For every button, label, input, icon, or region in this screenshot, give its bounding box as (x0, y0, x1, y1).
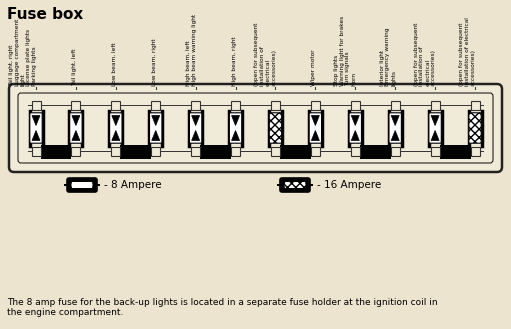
FancyBboxPatch shape (30, 113, 42, 143)
FancyBboxPatch shape (349, 113, 361, 143)
Bar (231, 146, 240, 156)
Polygon shape (72, 131, 80, 140)
FancyBboxPatch shape (280, 178, 310, 192)
Polygon shape (192, 131, 200, 140)
Bar (111, 146, 120, 156)
Polygon shape (391, 115, 399, 125)
Text: Low beam, right: Low beam, right (152, 38, 157, 86)
Text: Tail light, right
Luggage compartment
light
License plate lights
Parking lights: Tail light, right Luggage compartment li… (9, 19, 37, 86)
Bar (351, 100, 360, 110)
Polygon shape (231, 131, 240, 140)
Polygon shape (152, 115, 160, 125)
Polygon shape (311, 115, 319, 125)
Bar (391, 100, 400, 110)
Bar (200, 145, 231, 159)
FancyBboxPatch shape (71, 182, 93, 189)
Bar (120, 145, 151, 159)
Text: (open for subsequent
installation of
electrical
accessories): (open for subsequent installation of ele… (414, 22, 436, 86)
Bar (72, 146, 80, 156)
Text: High beam, right: High beam, right (231, 37, 237, 86)
Polygon shape (32, 131, 40, 140)
Text: Tail light, left: Tail light, left (72, 48, 77, 86)
Bar (360, 145, 391, 159)
FancyBboxPatch shape (284, 182, 306, 189)
Bar (191, 146, 200, 156)
FancyBboxPatch shape (429, 113, 442, 143)
Bar (351, 146, 360, 156)
Text: - 16 Ampere: - 16 Ampere (317, 180, 381, 190)
FancyBboxPatch shape (269, 113, 282, 143)
Bar (471, 100, 479, 110)
Bar (311, 100, 320, 110)
Text: - 8 Ampere: - 8 Ampere (104, 180, 161, 190)
Bar (32, 146, 40, 156)
Polygon shape (112, 115, 120, 125)
FancyBboxPatch shape (469, 113, 481, 143)
Bar (191, 100, 200, 110)
FancyBboxPatch shape (18, 93, 493, 163)
Text: Stop lights
Warning light for brakes
Turn signals
Horn: Stop lights Warning light for brakes Tur… (334, 16, 356, 86)
Polygon shape (311, 131, 319, 140)
Polygon shape (351, 131, 359, 140)
Polygon shape (72, 115, 80, 125)
Polygon shape (192, 115, 200, 125)
Bar (439, 145, 471, 159)
Polygon shape (431, 131, 439, 140)
Text: High beam, left
High beam warning light: High beam, left High beam warning light (186, 14, 197, 86)
Polygon shape (152, 131, 160, 140)
Bar (231, 100, 240, 110)
Bar (40, 145, 72, 159)
FancyBboxPatch shape (190, 113, 202, 143)
Polygon shape (32, 115, 40, 125)
Bar (111, 100, 120, 110)
Bar (471, 146, 479, 156)
Polygon shape (112, 131, 120, 140)
Bar (151, 146, 160, 156)
Text: Wiper motor: Wiper motor (311, 49, 316, 86)
Bar (151, 100, 160, 110)
Polygon shape (231, 115, 240, 125)
FancyBboxPatch shape (389, 113, 401, 143)
Text: (open for subsequent
installation of
electrical
accessories): (open for subsequent installation of ele… (254, 22, 276, 86)
Bar (391, 146, 400, 156)
Text: (open for subsequent
installation of electrical
accessories): (open for subsequent installation of ele… (459, 17, 476, 86)
Bar (431, 100, 439, 110)
FancyBboxPatch shape (69, 113, 82, 143)
Polygon shape (351, 115, 359, 125)
Text: The 8 amp fuse for the back-up lights is located in a separate fuse holder at th: The 8 amp fuse for the back-up lights is… (7, 298, 437, 317)
FancyBboxPatch shape (229, 113, 242, 143)
Bar (271, 146, 280, 156)
Text: Fuse box: Fuse box (7, 7, 83, 22)
Bar (271, 100, 280, 110)
FancyBboxPatch shape (67, 178, 97, 192)
FancyBboxPatch shape (9, 84, 502, 172)
Text: Low beam, left: Low beam, left (112, 42, 117, 86)
Polygon shape (431, 115, 439, 125)
Text: Interior light
Emergency warning
lights: Interior light Emergency warning lights (380, 28, 396, 86)
Bar (32, 100, 40, 110)
FancyBboxPatch shape (309, 113, 321, 143)
FancyBboxPatch shape (110, 113, 122, 143)
FancyBboxPatch shape (150, 113, 162, 143)
Bar (311, 146, 320, 156)
Polygon shape (391, 131, 399, 140)
Bar (431, 146, 439, 156)
Bar (280, 145, 311, 159)
Bar (72, 100, 80, 110)
